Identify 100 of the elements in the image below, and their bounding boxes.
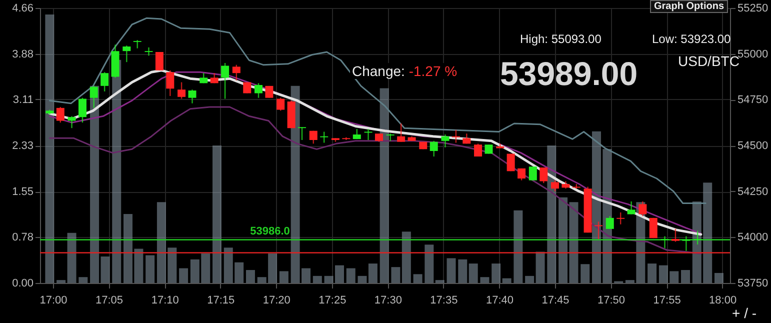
- candlestick: [616, 212, 625, 225]
- bar: [234, 262, 244, 283]
- bar: [201, 253, 210, 283]
- candlestick: [221, 62, 230, 100]
- annotation: Graph Options: [650, 0, 728, 13]
- bar: [179, 268, 188, 283]
- y-tick-label: 3.88: [12, 48, 34, 61]
- y-tick-label: 4.66: [12, 2, 34, 14]
- bar: [90, 86, 100, 283]
- candlestick: [671, 228, 680, 242]
- bar: [146, 255, 155, 283]
- annotation: High: 55093.00: [520, 32, 602, 46]
- y2-tick-label: 54750: [738, 94, 768, 106]
- y-tick-label: 0.78: [12, 231, 34, 244]
- candlestick: [682, 236, 690, 252]
- candlestick: [397, 122, 406, 142]
- x-tick-label: 18:00: [709, 294, 737, 306]
- y2-tick-label: 54250: [738, 186, 768, 198]
- y2-tick-label: 55000: [738, 48, 768, 60]
- x-tick-label: 17:50: [597, 294, 626, 306]
- bar: [413, 274, 422, 283]
- bar: [435, 280, 444, 283]
- x-tick-label: 17:40: [486, 294, 514, 306]
- bar: [648, 264, 657, 283]
- candlestick: [309, 130, 318, 144]
- bar: [224, 248, 233, 283]
- bar: [346, 268, 356, 283]
- bar: [45, 14, 54, 283]
- candlestick: [276, 97, 285, 112]
- bar: [502, 278, 512, 283]
- x-tick-label: 17:55: [653, 294, 681, 306]
- candlestick: [540, 166, 548, 184]
- bar: [78, 277, 88, 283]
- bar: [681, 270, 690, 283]
- candlestick: [660, 236, 669, 249]
- annotation: Low: 53923.00: [652, 32, 731, 46]
- bar: [625, 280, 634, 283]
- x-tick-label: 17:05: [96, 294, 124, 306]
- candlestick: [694, 230, 702, 246]
- bar: [123, 214, 132, 283]
- y2-tick-label: 53750: [738, 278, 768, 290]
- candlestick: [178, 82, 186, 100]
- candlestick: [474, 143, 482, 158]
- bar: [391, 267, 400, 283]
- bar: [446, 258, 456, 283]
- bar: [168, 248, 177, 283]
- bar: [368, 264, 378, 283]
- bar: [134, 248, 144, 283]
- y-tick-label: 0.00: [12, 278, 34, 290]
- candlestick: [298, 126, 306, 141]
- candlestick: [144, 46, 153, 56]
- candlestick: [484, 144, 493, 154]
- bar: [100, 256, 110, 283]
- candlestick: [551, 180, 559, 192]
- candlestick: [254, 82, 263, 98]
- text: + / -: [732, 305, 757, 321]
- bar: [268, 253, 278, 283]
- candlestick: [90, 85, 98, 109]
- bar: [580, 264, 590, 283]
- ref-line-label: 53986.0: [250, 226, 290, 238]
- bar: [592, 131, 601, 283]
- y-tick-label: 2.33: [12, 140, 34, 152]
- x-tick-label: 17:45: [542, 294, 570, 306]
- y2-tick-label: 55250: [738, 2, 768, 14]
- x-tick-label: 17:20: [262, 294, 290, 306]
- bar: [324, 276, 334, 283]
- y2-tick-label: 54000: [738, 232, 768, 244]
- bar: [56, 280, 66, 283]
- candlestick: [188, 88, 196, 104]
- bar: [658, 265, 668, 283]
- candlestick: [441, 134, 450, 148]
- bar: [312, 276, 322, 283]
- bar: [190, 259, 200, 283]
- bar: [257, 277, 266, 283]
- x-tick-label: 17:25: [318, 294, 346, 306]
- bar: [525, 276, 534, 283]
- bar: [458, 259, 468, 283]
- x-tick-label: 17:35: [430, 294, 458, 306]
- y2-tick-label: 54500: [738, 140, 768, 152]
- bar: [714, 272, 724, 283]
- bar: [380, 88, 389, 283]
- bar: [569, 202, 578, 283]
- bar: [480, 277, 490, 283]
- bar: [402, 232, 411, 283]
- candlestick: [122, 44, 131, 63]
- bar: [558, 197, 568, 283]
- bar: [334, 265, 344, 283]
- candlestick: [452, 129, 460, 144]
- candlestick: [155, 51, 164, 71]
- candlestick: [56, 106, 64, 124]
- bar: [358, 276, 367, 283]
- candlestick: [68, 116, 76, 129]
- line-series: [48, 106, 702, 254]
- candlestick: [606, 215, 614, 230]
- candlestick: [100, 72, 109, 92]
- bar: [492, 264, 501, 283]
- candlestick: [166, 70, 174, 97]
- bar: [279, 271, 288, 283]
- x-tick-label: 17:10: [151, 294, 179, 306]
- candlestick: [627, 200, 636, 215]
